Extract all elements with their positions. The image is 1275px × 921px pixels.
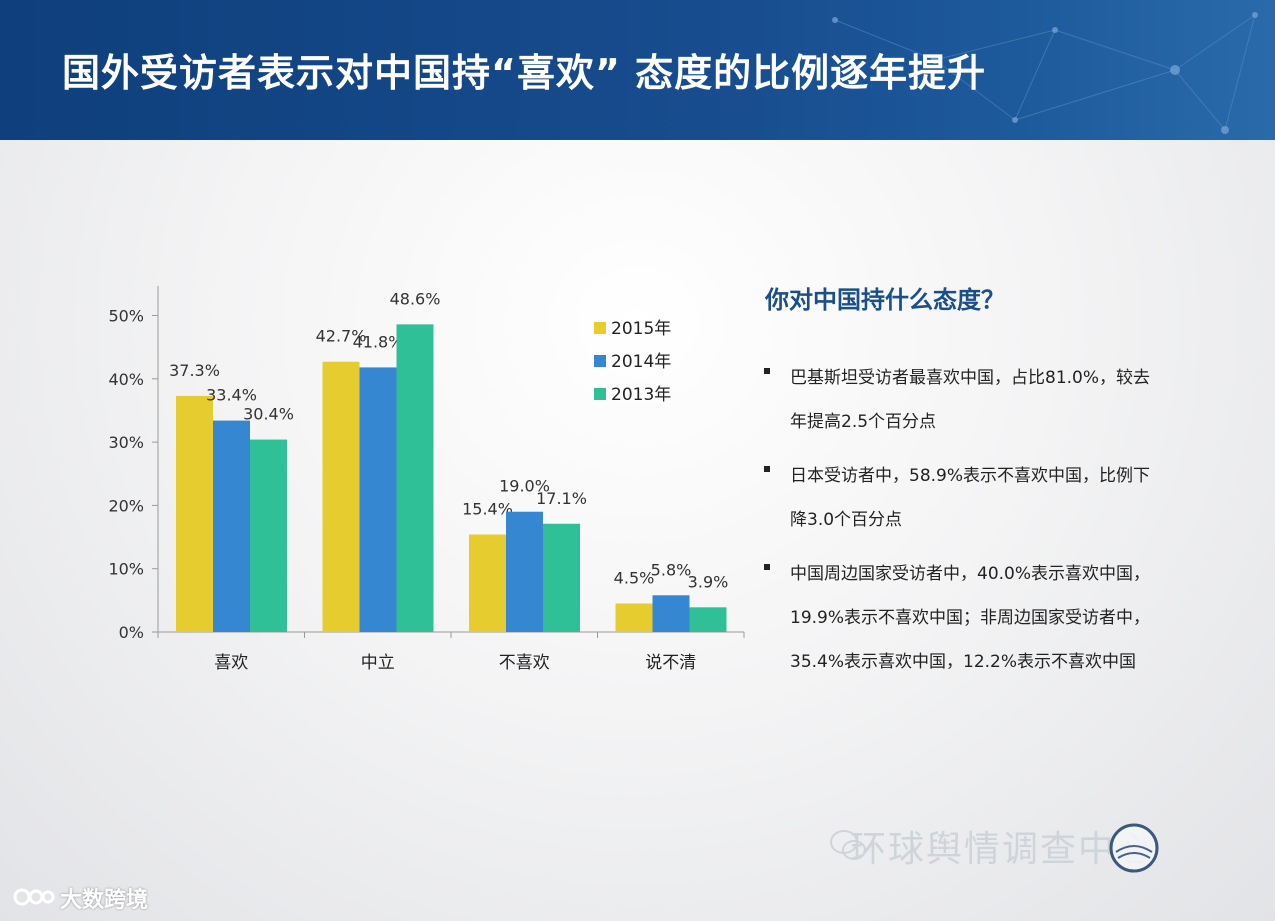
bar-2-0 (250, 439, 287, 632)
bar-0-3 (615, 603, 653, 632)
brand-logo-icon (13, 888, 55, 906)
y-tick-label: 0% (119, 623, 144, 642)
data-label: 33.4% (206, 386, 257, 405)
question-title: 你对中国持什么态度？ (765, 286, 1005, 314)
watermark-text: 环球舆情调查中心 (850, 829, 1155, 870)
findings-list: 巴基斯坦受访者最喜欢中国，占比81.0%，较去 年提高2.5个百分点 日本受访者… (760, 356, 1200, 694)
finding-item: 中国周边国家受访者中，40.0%表示喜欢中国， 19.9%表示不喜欢中国；非周边… (760, 552, 1200, 684)
bar-2-3 (689, 607, 727, 632)
data-label: 15.4% (462, 500, 513, 519)
bullet-icon (764, 368, 770, 374)
x-category-label: 喜欢 (214, 653, 248, 673)
bullet-icon (764, 466, 770, 472)
finding-item: 日本受访者中，58.9%表示不喜欢中国，比例下 降3.0个百分点 (760, 454, 1200, 542)
data-label: 4.5% (614, 569, 655, 588)
x-category-label: 说不清 (645, 653, 696, 673)
bar-1-2 (506, 511, 543, 632)
data-label: 17.1% (536, 489, 587, 508)
data-label: 3.9% (688, 572, 729, 591)
y-tick-label: 40% (108, 370, 144, 389)
finding-text: 日本受访者中，58.9%表示不喜欢中国，比例下 降3.0个百分点 (790, 466, 1151, 530)
legend-label: 2013年 (611, 385, 671, 405)
bar-2-2 (543, 523, 580, 632)
y-tick-label: 20% (108, 496, 144, 515)
legend-swatch (594, 355, 606, 367)
header-banner: 国外受访者表示对中国持“喜欢” 态度的比例逐年提升 (0, 0, 1275, 140)
bar-0-2 (469, 534, 506, 632)
y-tick-label: 30% (108, 433, 144, 452)
brand-text: 大数跨境 (60, 888, 149, 913)
data-label: 37.3% (169, 361, 220, 380)
bar-0-1 (322, 361, 360, 632)
bar-2-1 (396, 324, 434, 632)
data-label: 42.7% (316, 327, 367, 346)
network-decoration-icon (832, 12, 1258, 134)
seal-logo-icon (1109, 823, 1159, 873)
x-category-label: 不喜欢 (499, 653, 550, 673)
data-label: 5.8% (651, 560, 692, 579)
bar-1-3 (652, 595, 690, 632)
legend-label: 2014年 (611, 352, 671, 372)
bullet-icon (764, 564, 770, 570)
finding-text: 中国周边国家受访者中，40.0%表示喜欢中国， 19.9%表示不喜欢中国；非周边… (790, 564, 1151, 672)
data-label: 41.8% (353, 332, 404, 351)
legend-swatch (594, 322, 606, 334)
bar-0-0 (176, 395, 213, 632)
legend-label: 2015年 (611, 319, 671, 339)
data-label: 48.6% (390, 289, 441, 308)
x-category-label: 中立 (361, 653, 395, 673)
bar-1-1 (359, 367, 397, 632)
wechat-icon (830, 830, 866, 860)
data-label: 30.4% (243, 405, 294, 424)
page-title: 国外受访者表示对中国持“喜欢” 态度的比例逐年提升 (62, 51, 987, 95)
legend-swatch (594, 388, 606, 400)
finding-text: 巴基斯坦受访者最喜欢中国，占比81.0%，较去 年提高2.5个百分点 (790, 368, 1151, 432)
y-tick-label: 10% (108, 560, 144, 579)
bar-1-0 (213, 420, 250, 632)
data-label: 19.0% (499, 477, 550, 496)
finding-item: 巴基斯坦受访者最喜欢中国，占比81.0%，较去 年提高2.5个百分点 (760, 356, 1200, 444)
y-tick-label: 50% (108, 307, 144, 326)
